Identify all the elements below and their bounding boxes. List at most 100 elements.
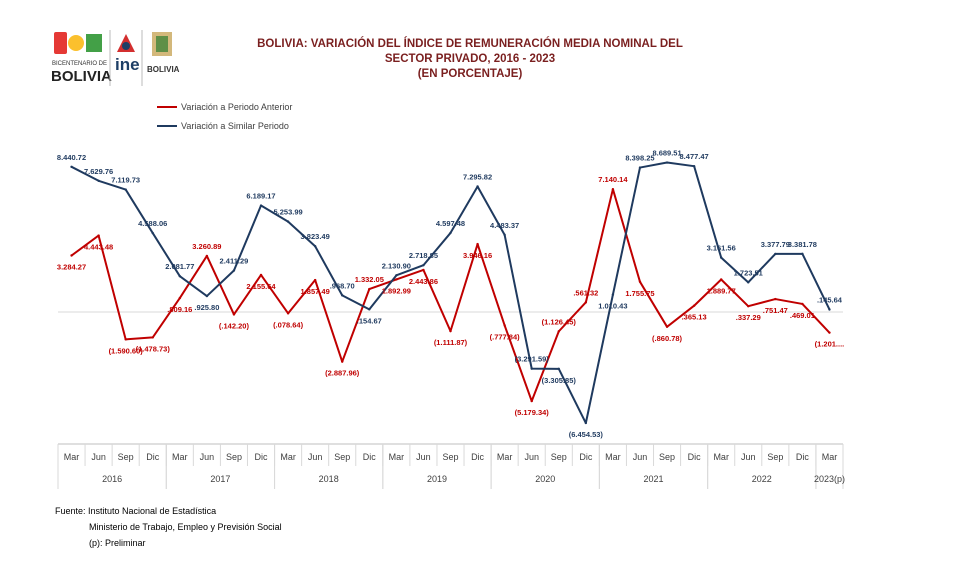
data-label: 1.010.43 [598, 302, 627, 311]
x-tick-label: Sep [334, 452, 350, 462]
data-label: 1.723.51 [734, 268, 763, 277]
x-tick-label: Sep [118, 452, 134, 462]
data-point [178, 274, 182, 278]
data-label: 7.140.14 [598, 175, 628, 184]
data-label: (1.590.60) [109, 346, 144, 355]
data-point [341, 294, 344, 297]
data-label: .469.01 [790, 311, 815, 320]
data-point [476, 242, 479, 246]
year-label: 2022 [752, 474, 772, 484]
year-label: 2018 [319, 474, 339, 484]
x-tick-label: Mar [713, 452, 729, 462]
source-notes: Fuente: Instituto Nacional de Estadístic… [55, 503, 282, 551]
x-tick-label: Sep [659, 452, 675, 462]
year-label: 2016 [102, 474, 122, 484]
x-tick-label: Jun [524, 452, 539, 462]
x-tick-label: Dic [363, 452, 376, 462]
x-tick-label: Sep [442, 452, 458, 462]
data-point [151, 231, 154, 235]
x-tick-label: Sep [767, 452, 783, 462]
legend-label-2: Variación a Similar Periodo [181, 121, 289, 131]
data-point [286, 220, 290, 223]
data-label: 3.161.56 [707, 244, 736, 253]
x-tick-label: Dic [471, 452, 484, 462]
data-label: (.860.78) [652, 334, 683, 343]
x-tick-label: Jun [91, 452, 106, 462]
data-point [828, 308, 831, 311]
year-label: 2017 [210, 474, 230, 484]
data-label: 5.253.99 [273, 208, 302, 217]
data-label: 2.411.29 [220, 257, 249, 266]
x-tick-label: Mar [497, 452, 513, 462]
plot-area: 3.284.27 4.443.48 (1.590.60)(1.478.73) .809… [57, 149, 844, 439]
data-point [638, 166, 642, 169]
data-point [313, 278, 317, 282]
logo-bicentenario-square-icon [86, 34, 102, 52]
x-tick-label: Jun [308, 452, 323, 462]
data-label: 6.189.17 [246, 192, 275, 201]
logos: BICENTENARIO DE BOLIVIA ine BOLIVIA [48, 28, 188, 92]
year-label: 2020 [535, 474, 555, 484]
year-label: 2023(p) [814, 474, 845, 484]
data-point [557, 367, 560, 371]
x-tick-label: Dic [796, 452, 809, 462]
data-point [530, 367, 533, 370]
data-label: 8.477.47 [680, 152, 709, 161]
x-tick-label: Dic [579, 452, 592, 462]
data-label: (3.291.59) [515, 355, 550, 364]
data-label: 3.377.79 [761, 240, 790, 249]
data-point [747, 281, 750, 284]
data-point [313, 245, 317, 248]
x-tick-label: Dic [688, 452, 701, 462]
data-point [422, 268, 425, 272]
x-tick-label: Jun [200, 452, 215, 462]
data-point [395, 278, 398, 281]
data-point [584, 301, 588, 304]
data-point [503, 233, 506, 237]
data-point [124, 188, 127, 191]
data-label: (3.305.85) [542, 376, 577, 385]
title-line-3: (EN PORCENTAJE) [417, 68, 523, 80]
data-label: 1.755.75 [625, 289, 654, 298]
logo-bicentenario-icon [54, 32, 67, 54]
data-point [368, 308, 371, 311]
data-label: 2.130.90 [382, 261, 411, 270]
data-label: .365.13 [682, 313, 707, 322]
data-label: (1.126.45) [542, 317, 577, 326]
year-label: 2019 [427, 474, 447, 484]
data-label: 2.718.85 [409, 251, 438, 260]
data-label: 4.597.48 [436, 219, 465, 228]
data-point [692, 304, 696, 307]
data-label: 1.889.77 [707, 286, 736, 295]
ministry-line: Ministerio de Trabajo, Empleo y Previsió… [89, 522, 282, 532]
data-label: 2.443.86 [409, 277, 438, 286]
legend-label-1: Variación a Periodo Anterior [181, 102, 292, 112]
title-line-1: BOLIVIA: VARIACIÓN DEL ÍNDICE DE REMUNER… [257, 38, 683, 50]
x-tick-label: Jun [741, 452, 756, 462]
data-label: (1.478.73) [136, 344, 171, 353]
data-label: 1.857.49 [301, 287, 330, 296]
logo-bicentenario-sun-icon [68, 35, 84, 51]
data-label: 2.155.64 [246, 282, 276, 291]
x-tick-label: Dic [146, 452, 159, 462]
data-point [828, 331, 831, 334]
data-point [341, 360, 344, 363]
preliminary-note: (p): Preliminar [89, 538, 146, 548]
data-label: .561.32 [573, 288, 598, 297]
logo-bicentenario-top-text: BICENTENARIO DE [52, 61, 107, 67]
logo-ine-text: ine [115, 55, 140, 74]
data-point [719, 256, 723, 259]
data-point [584, 421, 588, 425]
data-label: .337.29 [736, 313, 761, 322]
x-axis: Mar Jun Sep Dic Mar Jun Sep Dic Mar Jun Sep Dic Mar J… [57, 443, 845, 489]
data-point [801, 252, 804, 256]
data-label: 8.440.72 [57, 153, 86, 162]
data-label: 8.689.51 [652, 149, 681, 158]
data-point [151, 336, 154, 339]
data-point [638, 280, 642, 284]
data-point [259, 273, 263, 277]
data-point [232, 313, 236, 316]
x-tick-label: Dic [255, 452, 268, 462]
data-point [611, 187, 615, 191]
x-tick-label: Mar [64, 452, 80, 462]
